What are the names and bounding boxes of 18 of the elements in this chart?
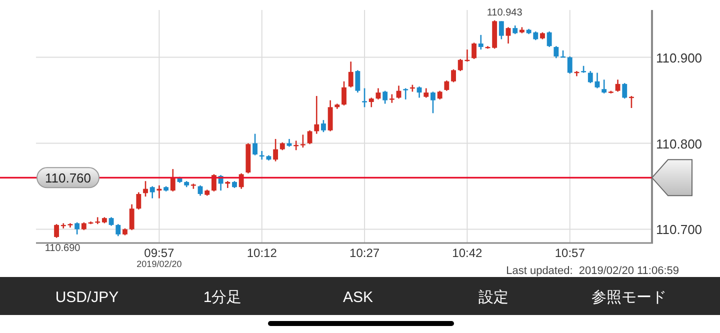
x-tick-label: 09:57 — [144, 246, 175, 260]
text: ASK — [342, 289, 374, 306]
text: 参照モード — [592, 289, 666, 306]
y-tick-label: 110.700 — [656, 222, 702, 238]
x-tick-label: 10:57 — [554, 246, 586, 260]
text: USD/JPY — [55, 289, 119, 306]
annotation: 110.690 — [44, 242, 81, 254]
text: 設定 — [478, 289, 508, 306]
text: Last updated: 2019/02/20 11:06:59 — [506, 265, 679, 277]
y-tick-label: 110.900 — [656, 50, 702, 66]
x-tick-label: 10:27 — [350, 246, 380, 260]
y-tick-label: 110.800 — [656, 136, 702, 152]
annotation: 110.943 — [486, 7, 523, 18]
x-tick-label: 10:42 — [452, 246, 483, 260]
text: 1分足 — [203, 289, 242, 306]
ref-line-label: 110.760 — [44, 170, 92, 186]
x-tick-label: 10:12 — [246, 246, 278, 260]
text: 2019/02/20 — [136, 259, 182, 269]
